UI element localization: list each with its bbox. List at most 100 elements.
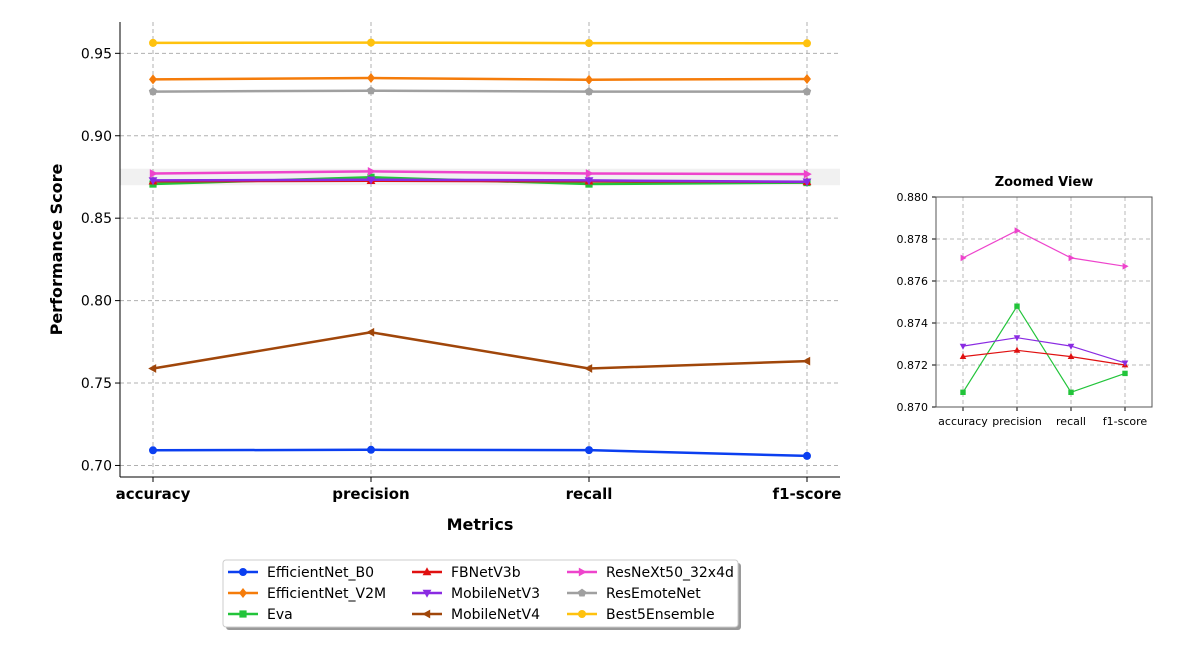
data-point-MobileNetV4 [584,364,593,373]
legend-label: MobileNetV3 [451,586,540,602]
data-point-EfficientNet_B0 [149,446,157,455]
inset-data-point-ResNeXt50_32x4d [1014,227,1021,234]
legend-label: Eva [267,607,293,623]
series-line-Best5Ensemble [152,41,808,45]
legend-marker-FBNetV3b [422,567,432,576]
x-axis-label: Metrics [447,515,514,534]
data-point-ResEmoteNet [802,87,812,96]
data-point-ResEmoteNet [366,86,376,95]
inset-series-line-FBNetV3b [962,349,1126,366]
inset-frame [935,196,1153,408]
y-tick-label: 0.90 [81,129,112,145]
inset-data-point-FBNetV3b [1013,346,1021,353]
x-tick-label: accuracy [116,485,191,503]
inset-x-tick-label: accuracy [938,415,988,428]
series-line-EfficientNet_V2M [152,76,808,81]
data-point-MobileNetV3 [366,176,376,185]
data-point-Best5Ensemble [149,38,157,47]
legend-marker-EfficientNet_B0 [239,568,247,576]
data-point-EfficientNet_V2M [149,74,157,85]
inset-data-point-ResNeXt50_32x4d [1122,263,1129,270]
inset-data-point-Eva [1014,303,1020,309]
data-point-ResNeXt50_32x4d [585,169,594,178]
inset-data-point-FBNetV3b [959,353,967,359]
inset-y-tick-label: 0.870 [897,401,929,414]
inset-title: Zoomed View [995,175,1094,190]
series-line-MobileNetV3 [152,178,808,183]
inset-data-point-MobileNetV3 [1067,343,1075,350]
x-tick-label: precision [332,485,409,503]
data-point-ResNeXt50_32x4d [803,169,812,179]
y-tick-label: 0.75 [81,376,112,392]
data-point-EfficientNet_B0 [585,446,593,455]
inset-series-line-ResNeXt50_32x4d [962,229,1126,267]
data-point-EfficientNet_B0 [803,451,811,460]
legend-label: EfficientNet_B0 [267,565,374,581]
x-tick-label: f1-score [773,485,842,503]
legend-label: ResNeXt50_32x4d [606,565,734,581]
inset-y-tick-label: 0.880 [897,191,929,204]
data-point-Best5Ensemble [585,39,593,48]
data-point-MobileNetV3 [584,177,594,186]
legend-label: Best5Ensemble [606,607,715,623]
data-point-ResNeXt50_32x4d [149,169,158,178]
data-point-MobileNetV4 [148,364,157,373]
legend-marker-EfficientNet_V2M [239,588,247,598]
y-tick-label: 0.95 [81,46,112,62]
inset-data-point-MobileNetV3 [959,343,967,350]
data-point-ResNeXt50_32x4d [367,166,376,176]
legend-label: EfficientNet_V2M [267,586,386,602]
legend-label: MobileNetV4 [451,607,540,623]
inset-data-point-Eva [1122,370,1128,377]
inset-data-point-ResNeXt50_32x4d [960,254,967,262]
inset-y-tick-label: 0.878 [897,233,929,246]
y-axis-label: Performance Score [47,163,66,335]
legend-label: FBNetV3b [451,565,521,581]
legend-label: ResEmoteNet [606,586,701,602]
legend-box [222,559,739,628]
legend-marker-MobileNetV4 [422,609,431,619]
y-tick-label: 0.85 [81,211,112,227]
y-tick-label: 0.70 [81,458,112,474]
data-point-ResEmoteNet [584,87,594,96]
inset-series-group [959,227,1129,395]
y-tick-label: 0.80 [81,294,112,310]
series-line-ResNeXt50_32x4d [152,170,808,176]
data-point-Best5Ensemble [367,38,375,47]
data-point-MobileNetV4 [366,327,375,337]
inset-x-tick-label: precision [992,415,1042,428]
data-point-Best5Ensemble [803,39,811,48]
data-point-EfficientNet_V2M [585,74,593,85]
data-point-MobileNetV4 [802,356,811,366]
inset-y-tick-label: 0.876 [897,275,929,288]
inset-data-point-MobileNetV3 [1121,360,1129,367]
legend-marker-Eva [239,610,247,618]
inset-x-tick-label: f1-score [1103,415,1148,428]
series-line-MobileNetV4 [152,331,808,370]
data-point-EfficientNet_V2M [803,74,811,85]
data-point-MobileNetV3 [148,177,158,186]
x-tick-label: recall [566,485,613,503]
series-line-ResEmoteNet [152,89,807,93]
legend-marker-Best5Ensemble [578,610,586,618]
data-point-MobileNetV3 [802,178,812,187]
inset-y-tick-label: 0.874 [897,317,929,330]
inset-y-tick-label: 0.872 [897,359,929,372]
data-point-EfficientNet_B0 [367,445,375,454]
series-line-EfficientNet_B0 [152,448,808,458]
inset-x-tick-label: recall [1056,415,1086,428]
legend-marker-ResNeXt50_32x4d [578,567,587,577]
inset-data-point-ResNeXt50_32x4d [1068,254,1075,262]
legend-marker-MobileNetV3 [422,589,432,598]
data-point-ResEmoteNet [148,87,158,96]
inset-series-line-Eva [962,305,1126,394]
legend-marker-ResEmoteNet [577,588,587,597]
inset-data-point-Eva [960,389,966,395]
inset-data-point-FBNetV3b [1067,353,1075,359]
data-point-EfficientNet_V2M [367,73,375,84]
inset-data-point-Eva [1068,389,1074,395]
inset-series-line-MobileNetV3 [962,337,1126,364]
inset-data-point-MobileNetV3 [1013,335,1021,342]
